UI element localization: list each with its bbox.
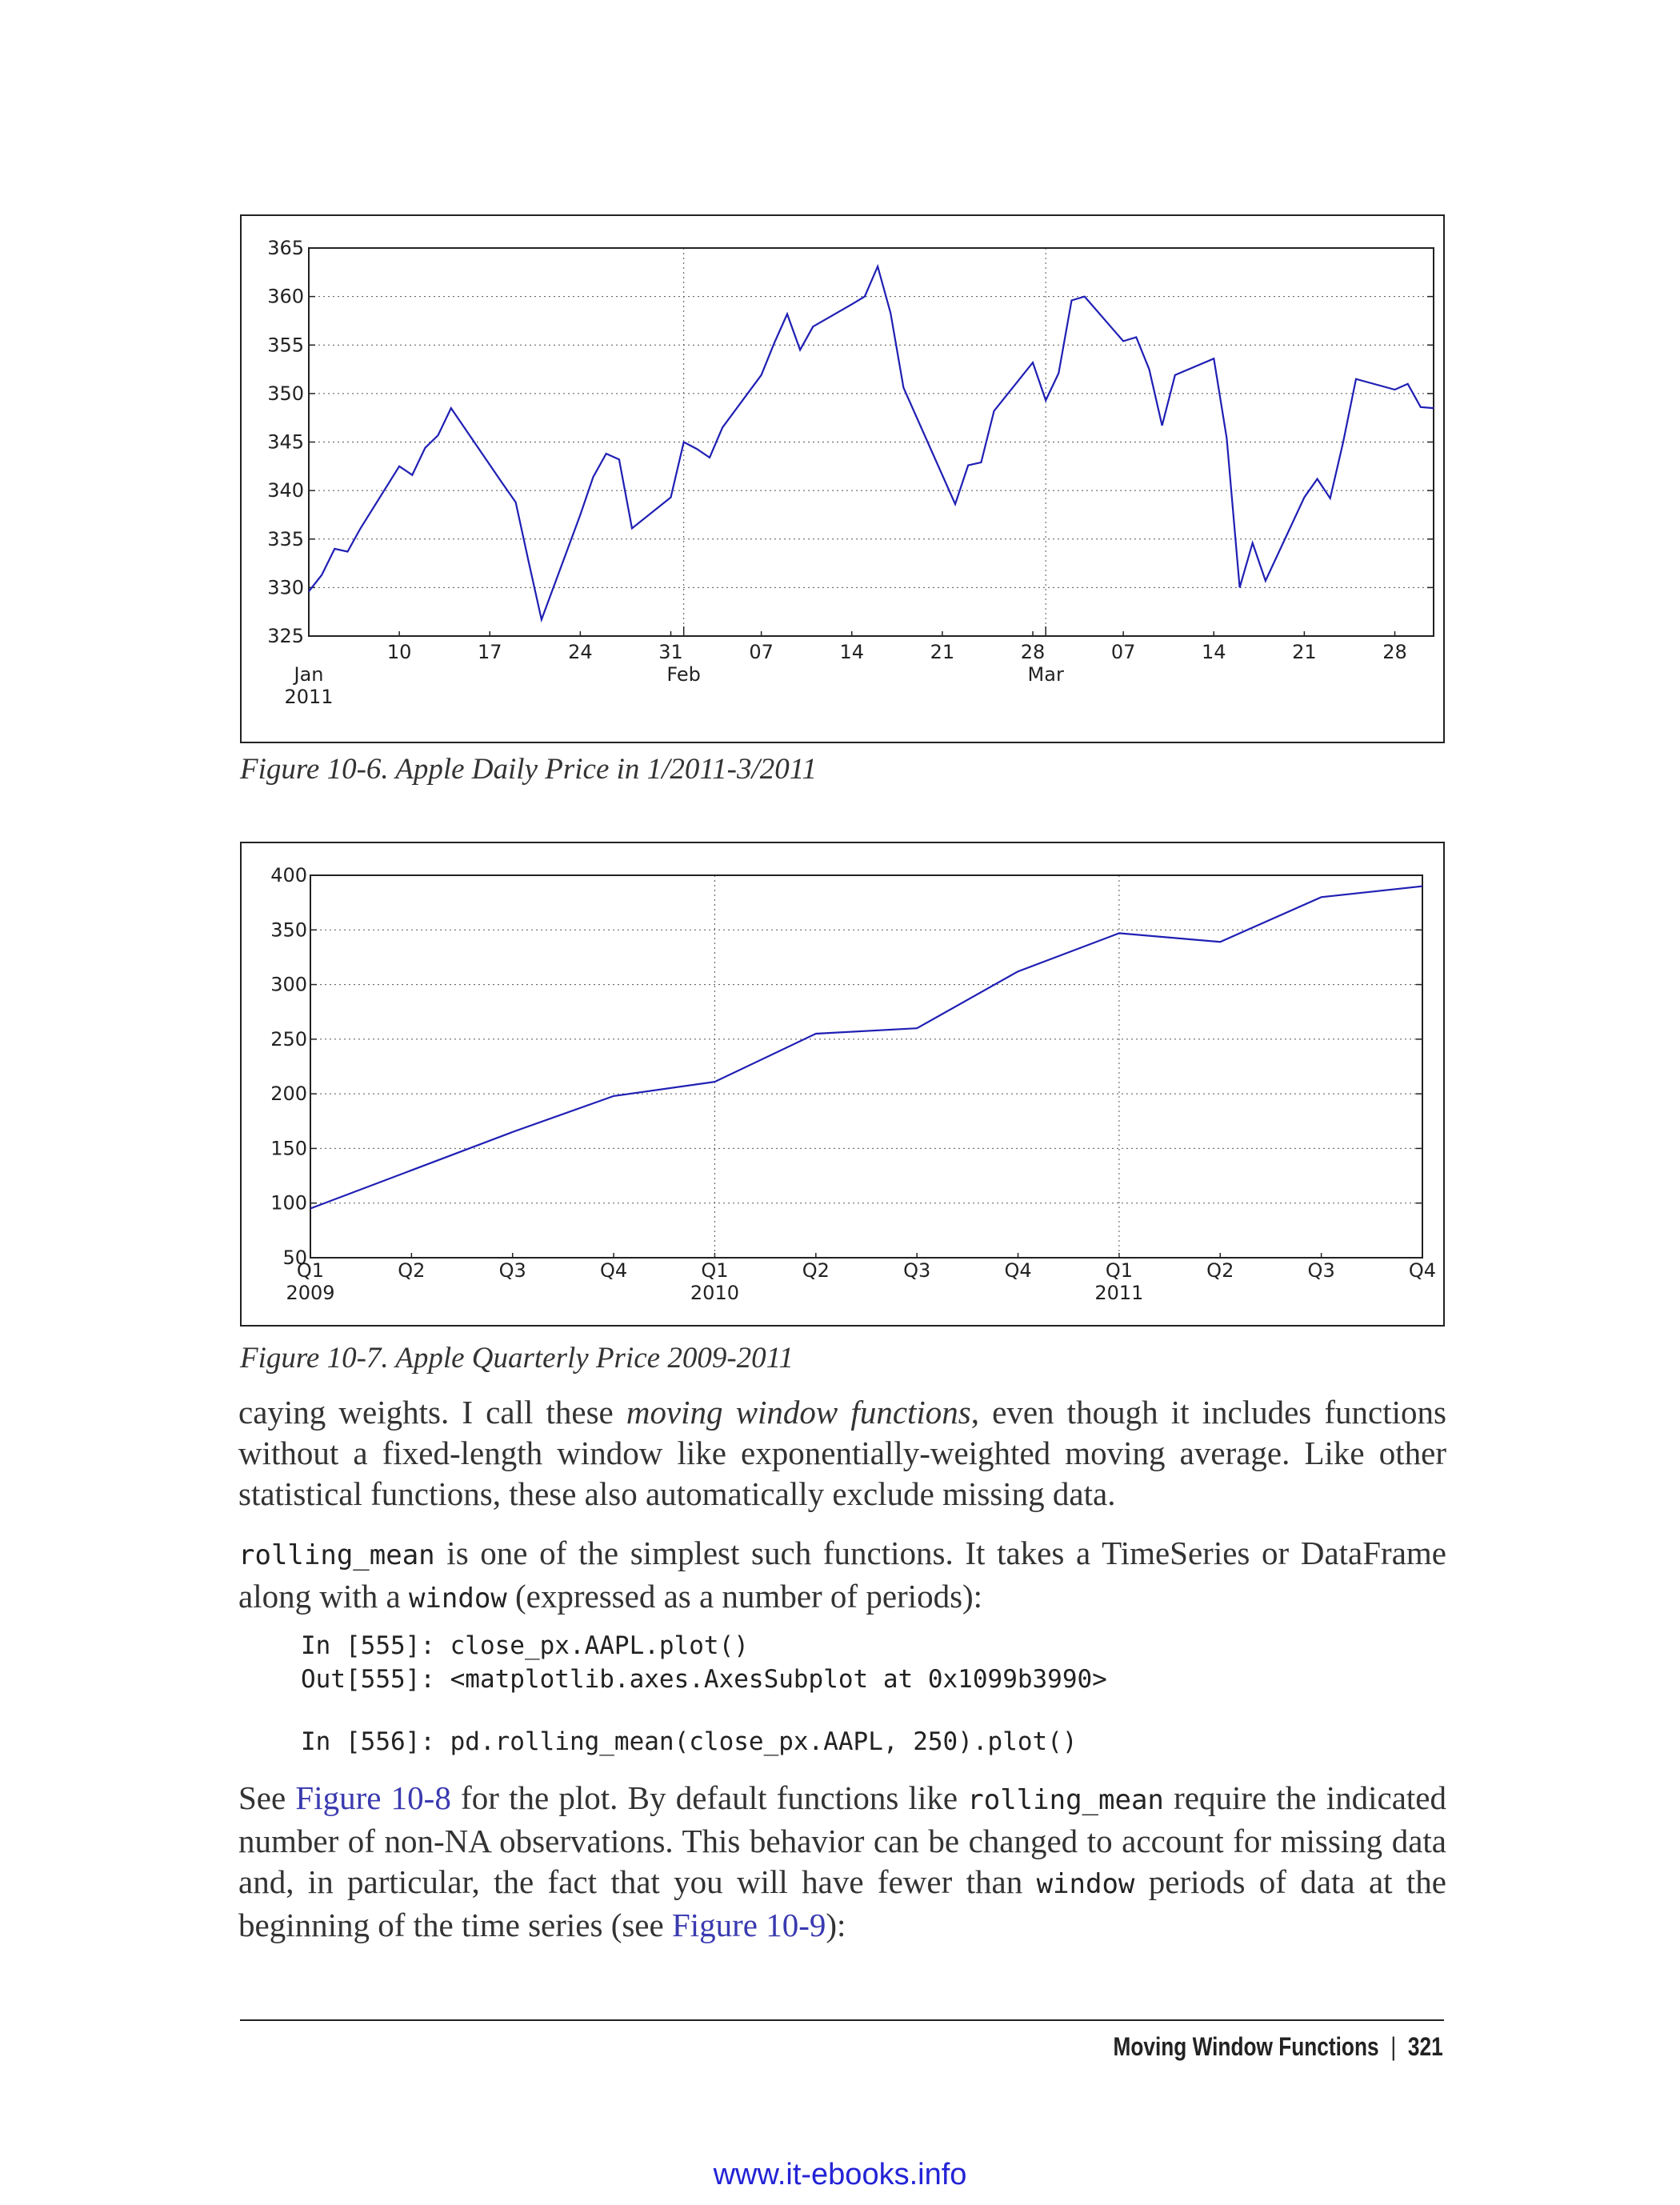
para1-emphasis: moving window functions: [626, 1394, 971, 1431]
y-tick-label: 300: [270, 974, 307, 996]
x-tick-label: 31: [658, 641, 683, 663]
figure-10-6-frame: 325 330 335 340 345 350 355 360 365 10 17 24 31 07 14 2…: [240, 214, 1445, 743]
x-tick-label: 14: [1202, 641, 1226, 663]
x-major-label: Jan: [293, 663, 324, 686]
figure-10-6-caption: Figure 10-6. Apple Daily Price in 1/2011…: [240, 753, 818, 786]
x-year-label: 2010: [690, 1282, 739, 1304]
y-tick-label: 355: [267, 334, 304, 356]
y-tick-label: 350: [267, 382, 304, 405]
x-tick-label: Q3: [903, 1259, 930, 1282]
x-tick-label: Q4: [600, 1259, 627, 1282]
plot-area: [310, 874, 1423, 1259]
y-tick-label: 400: [270, 864, 307, 886]
paragraph-moving-window: caying weights. I call these moving wind…: [238, 1392, 1446, 1515]
y-tick-label: 50: [282, 1247, 307, 1269]
para3-text-2: for the plot. By default functions like: [450, 1779, 968, 1816]
running-footer: Moving Window Functions | 321: [1114, 2032, 1443, 2062]
y-tick-label: 340: [267, 479, 304, 502]
x-tick-label: Q4: [1409, 1259, 1436, 1282]
price-line: [308, 263, 1434, 623]
x-tick-label: Q3: [499, 1259, 526, 1282]
daily-price-chart: 325 330 335 340 345 350 355 360 365 10 17 24 31 07 14 2…: [267, 237, 1434, 708]
para3-text-3: require the indicated number of non-NA o…: [238, 1779, 1446, 1900]
x-tick-label: Q2: [802, 1259, 830, 1282]
paragraph-see-figure: See Figure 10-8 for the plot. By default…: [238, 1778, 1446, 1946]
x-tick-label: 21: [1292, 641, 1317, 663]
para3-text-1: See: [238, 1779, 296, 1816]
y-tick-label: 200: [270, 1082, 307, 1105]
footer-rule: [240, 2019, 1444, 2021]
x-year-label: 2009: [286, 1282, 334, 1304]
x-tick-label: 21: [930, 641, 955, 663]
x-tick-label: Q1: [1106, 1259, 1133, 1282]
x-tick-label: 17: [478, 641, 502, 663]
para1-text-2: , even though it includes functions with…: [238, 1394, 1446, 1512]
para1-text-1: caying weights. I call these: [238, 1394, 626, 1431]
y-tick-label: 365: [267, 237, 304, 259]
x-major-label: Mar: [1028, 663, 1064, 686]
x-tick-label: 07: [1111, 641, 1136, 663]
watermark-link[interactable]: www.it-ebooks.info: [713, 2158, 967, 2191]
x-tick-label: 28: [1021, 641, 1046, 663]
price-line: [310, 885, 1423, 1210]
code-window-2: window: [1036, 1868, 1135, 1900]
footer-separator: |: [1390, 2032, 1397, 2061]
quarterly-price-chart: 50 100 150 200 250 300 350 400 Q1 Q2 Q3 Q4 Q1 Q2 Q3 Q4 Q…: [270, 864, 1436, 1304]
x-tick-label: 24: [568, 641, 593, 663]
y-tick-label: 335: [267, 528, 304, 550]
code-line-1: In [555]: close_px.AAPL.plot(): [301, 1631, 749, 1660]
x-tick-label: 07: [749, 641, 774, 663]
code-line-2: Out[555]: <matplotlib.axes.AxesSubplot a…: [301, 1665, 1107, 1694]
link-figure-10-9[interactable]: Figure 10-9: [671, 1907, 826, 1943]
x-tick-label: Q1: [701, 1259, 728, 1282]
y-tick-label: 345: [267, 431, 304, 454]
paragraph-rolling-mean: rolling_mean is one of the simplest such…: [238, 1533, 1446, 1619]
x-tick-label: 28: [1382, 641, 1407, 663]
footer-section-title: Moving Window Functions: [1113, 2032, 1379, 2061]
para2-text-1: is one of the simplest such functions. I…: [238, 1535, 1446, 1615]
y-tick-label: 150: [270, 1137, 307, 1159]
x-tick-label: 14: [839, 641, 864, 663]
y-tick-label: 325: [267, 625, 304, 647]
x-tick-label: Q2: [398, 1259, 425, 1282]
x-tick-label: Q1: [297, 1259, 324, 1282]
figure-10-7-caption: Figure 10-7. Apple Quarterly Price 2009-…: [240, 1342, 794, 1375]
plot-area: [308, 247, 1434, 637]
y-tick-label: 350: [270, 918, 307, 941]
code-line-3: In [556]: pd.rolling_mean(close_px.AAPL,…: [301, 1727, 1078, 1756]
x-major-label: Feb: [666, 663, 701, 686]
link-figure-10-8[interactable]: Figure 10-8: [295, 1779, 451, 1816]
x-tick-label: Q2: [1206, 1259, 1234, 1282]
x-year-label: 2011: [284, 686, 333, 708]
y-tick-label: 100: [270, 1192, 307, 1215]
y-tick-label: 250: [270, 1028, 307, 1050]
x-tick-label: Q4: [1004, 1259, 1031, 1282]
code-window: window: [408, 1583, 507, 1615]
y-tick-label: 360: [267, 286, 304, 308]
para2-text-2: (expressed as a number of periods):: [506, 1578, 983, 1615]
x-tick-label: 10: [387, 641, 412, 663]
code-rolling-mean-2: rolling_mean: [967, 1784, 1164, 1816]
x-tick-label: Q3: [1308, 1259, 1335, 1282]
page-number: 321: [1408, 2032, 1443, 2061]
para3-text-5: ):: [826, 1907, 846, 1943]
x-year-label: 2011: [1094, 1282, 1143, 1304]
code-rolling-mean: rolling_mean: [238, 1539, 435, 1571]
para3-text-4: periods of data at the beginning of the …: [238, 1863, 1446, 1943]
y-tick-label: 330: [267, 576, 304, 598]
figure-10-7-frame: 50 100 150 200 250 300 350 400 Q1 Q2 Q3 Q4 Q1 Q2 Q3 Q4 Q…: [240, 842, 1445, 1327]
